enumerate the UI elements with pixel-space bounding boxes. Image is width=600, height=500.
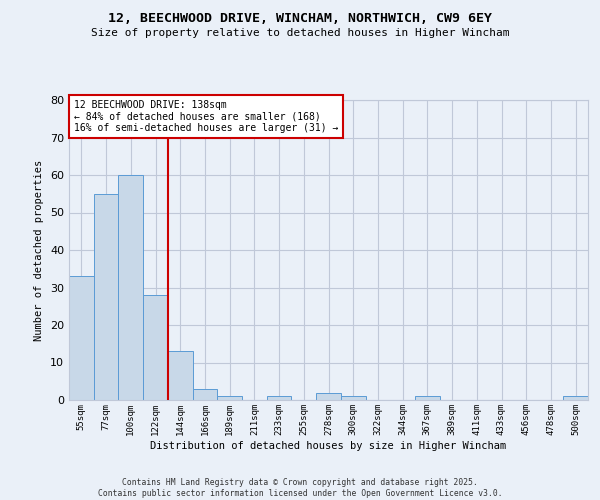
Bar <box>94 194 118 400</box>
Bar <box>415 396 440 400</box>
Text: 12, BEECHWOOD DRIVE, WINCHAM, NORTHWICH, CW9 6EY: 12, BEECHWOOD DRIVE, WINCHAM, NORTHWICH,… <box>108 12 492 26</box>
Bar <box>143 295 168 400</box>
Text: 12 BEECHWOOD DRIVE: 138sqm
← 84% of detached houses are smaller (168)
16% of sem: 12 BEECHWOOD DRIVE: 138sqm ← 84% of deta… <box>74 100 338 133</box>
Bar <box>341 396 365 400</box>
Bar <box>118 175 143 400</box>
Bar <box>563 396 588 400</box>
Bar <box>267 396 292 400</box>
Text: Contains HM Land Registry data © Crown copyright and database right 2025.
Contai: Contains HM Land Registry data © Crown c… <box>98 478 502 498</box>
Bar <box>193 389 217 400</box>
Bar <box>69 276 94 400</box>
Bar <box>217 396 242 400</box>
Text: Size of property relative to detached houses in Higher Wincham: Size of property relative to detached ho… <box>91 28 509 38</box>
Bar <box>168 351 193 400</box>
Y-axis label: Number of detached properties: Number of detached properties <box>34 160 44 340</box>
X-axis label: Distribution of detached houses by size in Higher Wincham: Distribution of detached houses by size … <box>151 440 506 450</box>
Bar <box>316 392 341 400</box>
